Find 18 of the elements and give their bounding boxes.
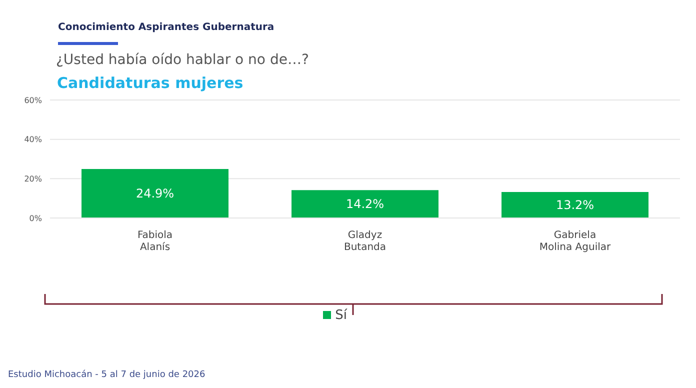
data-label: 13.2% xyxy=(556,198,594,212)
text: Estudio Michoacán - 5 al 7 de junio de 2026 xyxy=(8,370,206,380)
bar xyxy=(292,190,438,218)
text: Candidaturas mujeres xyxy=(57,74,244,92)
bar xyxy=(82,169,228,218)
chart-title: Conocimiento Aspirantes Gubernatura xyxy=(58,22,274,33)
chart-subtitle: ¿Usted había oído hablar o no de…? xyxy=(56,52,309,68)
x-tick-label: Fabiola Alanís xyxy=(137,230,173,253)
x-tick-label: Gabriela Molina Aguilar xyxy=(539,230,612,253)
data-label: 14.2% xyxy=(346,197,384,212)
data-label: 24.9% xyxy=(136,186,174,201)
x-tick-label: Gladyz Butanda xyxy=(344,230,386,253)
y-tick-label: 40% xyxy=(24,135,42,144)
legend-label: Sí xyxy=(335,308,347,323)
y-tick-label: 0% xyxy=(29,214,42,223)
bar xyxy=(502,192,648,218)
y-tick-label: 60% xyxy=(24,96,42,105)
y-tick-label: 20% xyxy=(24,174,42,184)
